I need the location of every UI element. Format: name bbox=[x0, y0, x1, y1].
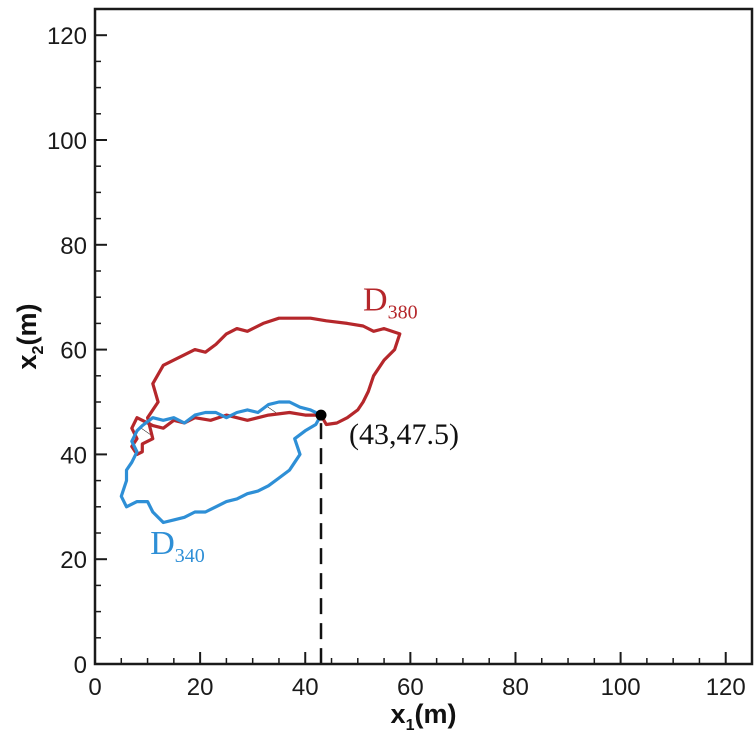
d340-label-main: D bbox=[150, 525, 175, 562]
d340-label-sub: 340 bbox=[175, 545, 205, 567]
x-axis-title-main: x bbox=[391, 699, 406, 729]
x-tick-label: 0 bbox=[88, 674, 101, 701]
d380-label-sub: 380 bbox=[388, 301, 418, 323]
d380-label-main: D bbox=[363, 281, 388, 318]
d380-label: D380 bbox=[363, 281, 418, 323]
x-tick-label: 60 bbox=[397, 674, 424, 701]
y-tick-label: 80 bbox=[60, 233, 87, 260]
x-tick-label: 40 bbox=[292, 674, 319, 701]
point-label: (43,47.5) bbox=[349, 418, 459, 451]
tick-labels: 0 20 40 60 80 100 120 0 20 40 60 80 100 120 bbox=[47, 23, 746, 701]
y-axis-title-sub: 2 bbox=[30, 345, 47, 354]
y-axis-title-main: x bbox=[12, 354, 42, 369]
major-ticks bbox=[94, 34, 727, 665]
x-axis-title-unit: (m) bbox=[414, 699, 456, 729]
d340-label: D340 bbox=[150, 525, 205, 567]
y-tick-label: 120 bbox=[47, 23, 87, 50]
x-tick-label: 20 bbox=[187, 674, 214, 701]
x-tick-label: 120 bbox=[706, 674, 746, 701]
y-tick-label: 40 bbox=[60, 442, 87, 469]
plot-area bbox=[119, 316, 402, 664]
x-axis-title-sub: 1 bbox=[406, 717, 415, 734]
point-marker bbox=[315, 409, 327, 421]
y-tick-label: 20 bbox=[60, 547, 87, 574]
plot-frame bbox=[93, 7, 754, 666]
y-tick-label: 0 bbox=[74, 652, 87, 679]
x-axis-title: x1(m) bbox=[391, 699, 457, 734]
y-tick-label: 100 bbox=[47, 128, 87, 155]
x-tick-label: 80 bbox=[502, 674, 529, 701]
y-axis-title: x2(m) bbox=[12, 304, 47, 370]
y-tick-label: 60 bbox=[60, 338, 87, 365]
d340-contour bbox=[119, 400, 323, 525]
y-axis-title-unit: (m) bbox=[12, 304, 42, 346]
x-tick-label: 100 bbox=[601, 674, 641, 701]
